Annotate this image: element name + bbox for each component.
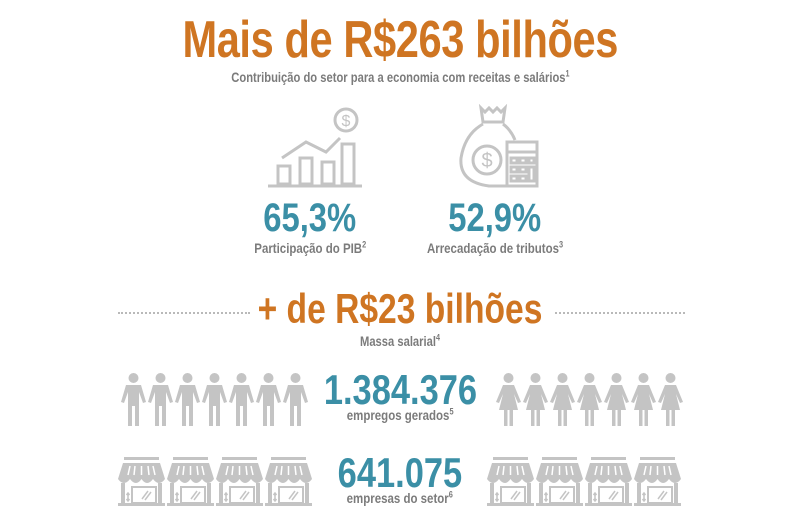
man-icon — [201, 372, 228, 428]
stores-right-row — [487, 455, 681, 507]
man-icon — [120, 372, 147, 428]
store-icon — [585, 455, 632, 507]
men-icons-row — [120, 372, 309, 428]
woman-icon — [495, 372, 522, 428]
women-icons-row — [495, 372, 684, 428]
salary-label: Massa salarial4 — [359, 332, 440, 349]
jobs-label: empregos gerados5 — [346, 406, 454, 423]
stores-left-row — [118, 455, 312, 507]
main-title: Mais de R$263 bilhões — [0, 10, 800, 70]
footnote-ref: 1 — [565, 68, 570, 79]
divider-left — [118, 312, 250, 314]
store-icon — [634, 455, 681, 507]
woman-icon — [657, 372, 684, 428]
stat-pib-value: 65,3% — [263, 196, 357, 240]
main-title-text: Mais de R$263 bilhões — [182, 11, 618, 69]
salary-title: + de R$23 bilhões — [257, 285, 543, 332]
subtitle: Contribuição do setor para a economia co… — [0, 69, 800, 85]
jobs-value: 1.384.376 — [323, 366, 477, 413]
stat-pib-label: Participação do PIB2 — [254, 239, 366, 256]
man-icon — [282, 372, 309, 428]
store-icon — [265, 455, 312, 507]
store-icon — [167, 455, 214, 507]
stat-tributos-label: Arrecadação de tributos3 — [426, 239, 564, 256]
subtitle-text: Contribuição do setor para a economia co… — [230, 69, 566, 85]
woman-icon — [576, 372, 603, 428]
woman-icon — [603, 372, 630, 428]
companies-label: empresas do setor6 — [346, 489, 454, 506]
man-icon — [174, 372, 201, 428]
divider-right — [555, 312, 685, 314]
svg-text:$: $ — [481, 150, 492, 172]
man-icon — [228, 372, 255, 428]
growth-chart-dollar-icon: $ — [266, 106, 362, 188]
store-icon — [536, 455, 583, 507]
woman-icon — [630, 372, 657, 428]
store-icon — [118, 455, 165, 507]
svg-text:$: $ — [342, 113, 351, 130]
stat-tributos-value: 52,9% — [448, 196, 542, 240]
companies-value: 641.075 — [337, 449, 463, 496]
store-icon — [216, 455, 263, 507]
woman-icon — [549, 372, 576, 428]
store-icon — [487, 455, 534, 507]
man-icon — [255, 372, 282, 428]
woman-icon — [522, 372, 549, 428]
money-bag-calculator-icon: $ — [455, 103, 541, 190]
man-icon — [147, 372, 174, 428]
